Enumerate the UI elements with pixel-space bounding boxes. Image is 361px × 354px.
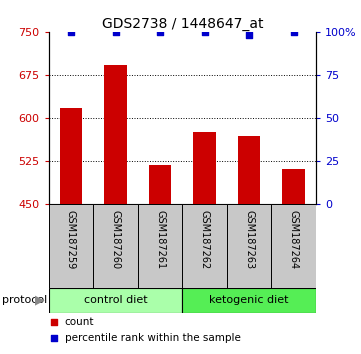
Bar [104, 64, 127, 204]
Text: GSM187261: GSM187261 [155, 210, 165, 269]
Title: GDS2738 / 1448647_at: GDS2738 / 1448647_at [101, 17, 263, 31]
Text: protocol: protocol [2, 295, 47, 305]
Point [68, 29, 74, 35]
Bar [149, 165, 171, 204]
Bar [271, 204, 316, 288]
Point [113, 29, 118, 35]
Text: GSM187259: GSM187259 [66, 210, 76, 269]
Text: ▶: ▶ [35, 293, 45, 307]
Text: GSM187263: GSM187263 [244, 210, 254, 269]
Bar [182, 204, 227, 288]
Text: percentile rank within the sample: percentile rank within the sample [65, 333, 241, 343]
Bar [49, 288, 182, 313]
Bar [238, 136, 260, 204]
Text: GSM187260: GSM187260 [110, 210, 121, 269]
Bar [182, 288, 316, 313]
Bar [193, 132, 216, 204]
Point [246, 33, 252, 38]
Text: ketogenic diet: ketogenic diet [209, 295, 289, 305]
Text: GSM187262: GSM187262 [200, 210, 210, 269]
Point [51, 319, 57, 325]
Text: GSM187264: GSM187264 [288, 210, 299, 269]
Bar [93, 204, 138, 288]
Bar [138, 204, 182, 288]
Bar [227, 204, 271, 288]
Point [291, 29, 296, 35]
Bar [282, 169, 305, 204]
Text: control diet: control diet [84, 295, 147, 305]
Text: count: count [65, 317, 94, 327]
Point [51, 336, 57, 341]
Point [157, 29, 163, 35]
Point [202, 29, 208, 35]
Bar [60, 108, 82, 204]
Bar [49, 204, 93, 288]
